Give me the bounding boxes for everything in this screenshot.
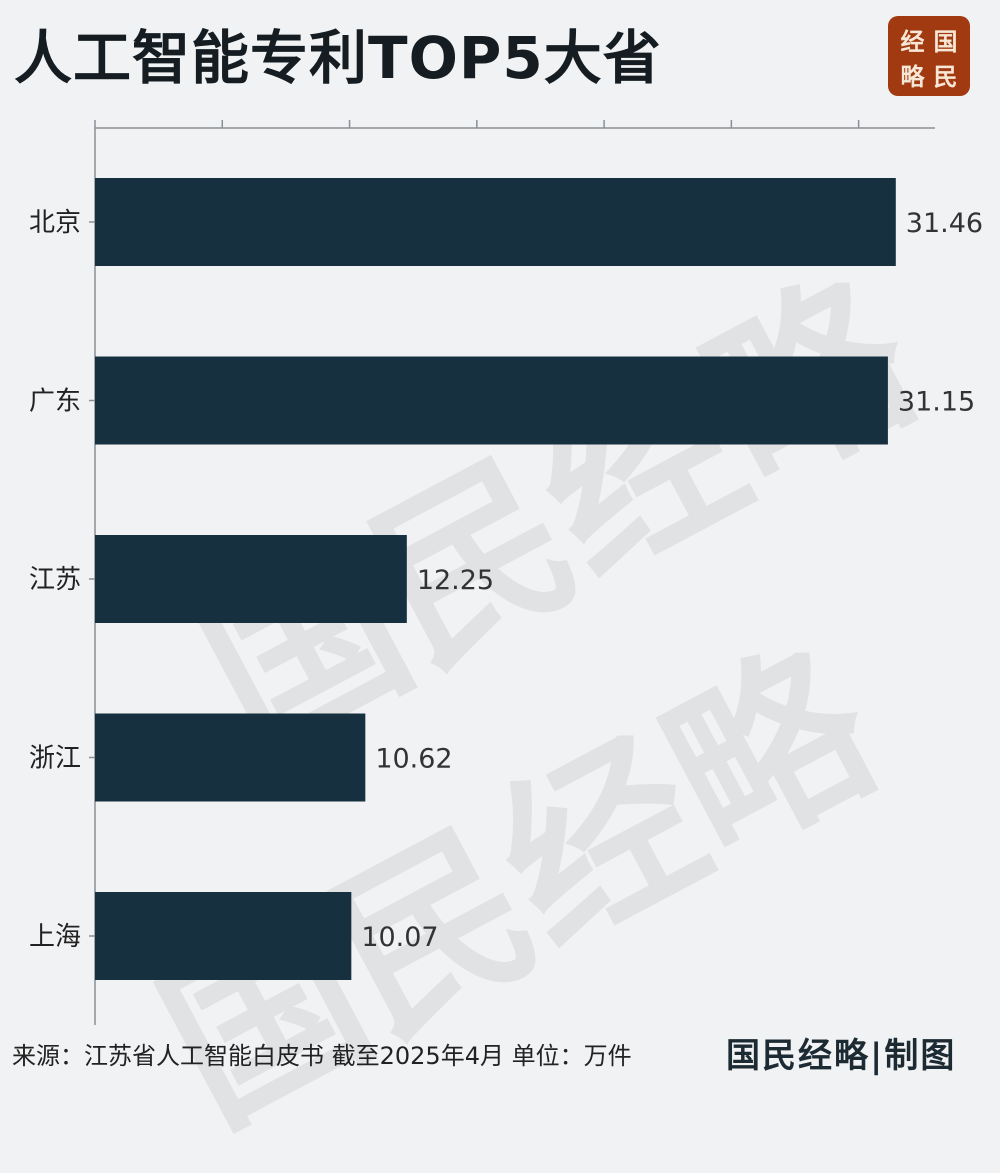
data-label: 12.25 [417, 565, 494, 596]
brand-credit: 国民经略|制图 [726, 1036, 957, 1076]
brand-logo: 经 国 略 民 [888, 16, 970, 96]
category-label: 浙江 [29, 744, 81, 774]
data-label: 31.46 [906, 208, 983, 239]
bar-chart: 北京 31.46 广东 31.15 江苏 12.25 浙江 10.62 上海 10.07 [29, 120, 983, 1025]
category-label: 上海 [29, 922, 81, 952]
data-label: 10.07 [361, 922, 438, 953]
bar [95, 535, 407, 623]
logo-char: 民 [933, 62, 958, 91]
logo-char: 国 [933, 27, 958, 56]
data-label: 31.15 [898, 387, 975, 418]
bar [95, 356, 888, 445]
bar [95, 892, 352, 980]
logo-char: 略 [900, 62, 925, 91]
source-note: 来源：江苏省人工智能白皮书 截至2025年4月 单位：万件 [12, 1042, 632, 1070]
bar [95, 178, 896, 266]
category-label: 广东 [29, 387, 81, 417]
data-label: 10.62 [375, 744, 452, 775]
category-label: 北京 [29, 208, 81, 238]
bar [95, 713, 366, 802]
chart-title: 人工智能专利TOP5大省 [14, 24, 662, 92]
category-label: 江苏 [29, 565, 81, 595]
logo-char: 经 [900, 27, 925, 56]
